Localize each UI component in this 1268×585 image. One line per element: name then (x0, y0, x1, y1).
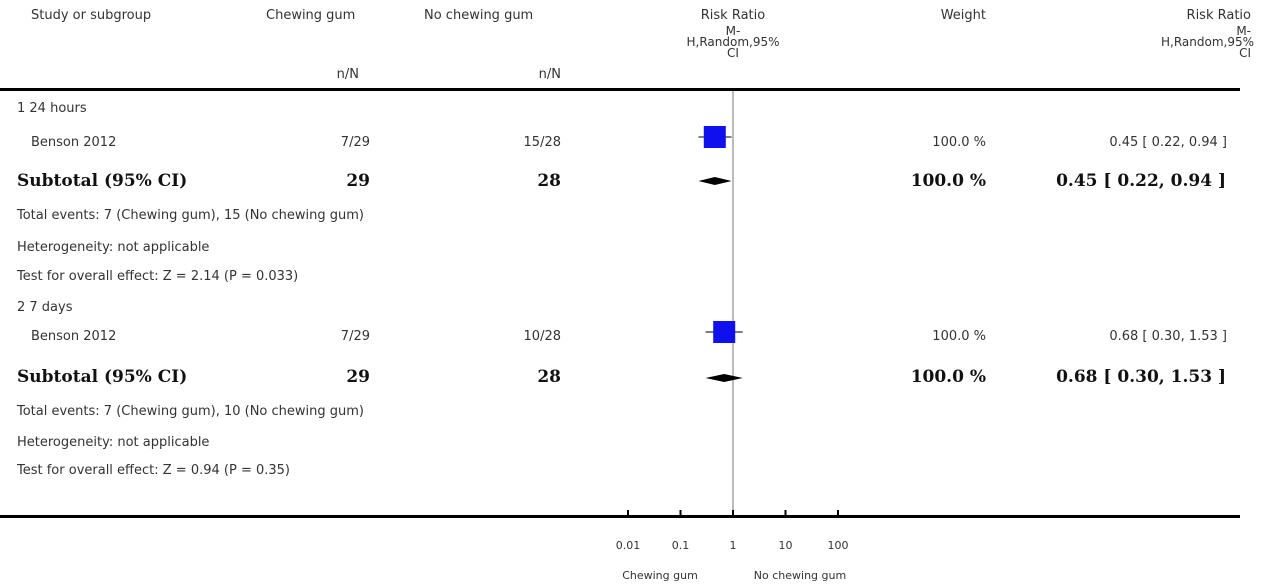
study-2-events1: 7/29 (340, 329, 370, 344)
subtotal-2-ci: 0.68 [ 0.30, 1.53 ] (1056, 367, 1226, 387)
subtotal-2-weight: 100.0 % (910, 367, 986, 387)
study-2-name: Benson 2012 (31, 329, 117, 344)
subtotal-2-diamond (705, 374, 743, 382)
footer-rule (0, 515, 1240, 518)
subtotal-1-diamond (698, 177, 732, 185)
subtotal-1-ci: 0.45 [ 0.22, 0.94 ] (1056, 171, 1226, 191)
study-1-box (703, 126, 726, 148)
subtotal-1-n1: 29 (346, 171, 370, 191)
subtotal-1-label: Subtotal (95% CI) (17, 171, 188, 191)
axis-tick-label: 0.01 (615, 539, 641, 552)
study-1-ci: 0.45 [ 0.22, 0.94 ] (1109, 135, 1227, 150)
study-1-weight: 100.0 % (932, 135, 986, 150)
subgroup-2-overall-effect: Test for overall effect: Z = 0.94 (P = 0… (17, 463, 290, 478)
subgroup-2-label: 2 7 days (17, 300, 73, 315)
study-2-ci: 0.68 [ 0.30, 1.53 ] (1109, 329, 1227, 344)
header-study: Study or subgroup (31, 8, 152, 23)
header-rr2-line3: CI (1239, 46, 1251, 60)
study-2-weight: 100.0 % (932, 329, 986, 344)
subtotal-2-n2: 28 (537, 367, 561, 387)
axis-tick-label: 10 (778, 539, 793, 552)
subgroup-1-label: 1 24 hours (17, 101, 87, 116)
subtotal-2-label: Subtotal (95% CI) (17, 367, 188, 387)
subgroup-1-overall-effect: Test for overall effect: Z = 2.14 (P = 0… (17, 269, 299, 284)
subgroup-2-total-events: Total events: 7 (Chewing gum), 10 (No ch… (17, 404, 364, 419)
subtotal-1-n2: 28 (537, 171, 561, 191)
favours-left-label: Chewing gum (622, 569, 698, 582)
study-1-events1: 7/29 (340, 135, 370, 150)
subgroup-1-total-events: Total events: 7 (Chewing gum), 15 (No ch… (17, 208, 364, 223)
study-1-name: Benson 2012 (31, 135, 117, 150)
header-rule (0, 88, 1240, 91)
header-rr2-line1: M- (1236, 24, 1251, 38)
header-rr2-title: Risk Ratio (1186, 8, 1251, 23)
header-rr-title: Risk Ratio (700, 8, 766, 23)
favours-right-label: No chewing gum (753, 569, 847, 582)
axis-tick-label: 0.1 (671, 539, 690, 552)
study-2-events2: 10/28 (523, 329, 561, 344)
subgroup-1-heterogeneity: Heterogeneity: not applicable (17, 240, 210, 255)
header-group1: Chewing gum (266, 8, 356, 23)
header-weight: Weight (940, 8, 986, 23)
header-rr2-line2: H,Random,95% (1160, 35, 1254, 49)
subtotal-2-n1: 29 (346, 367, 370, 387)
study-2-box (713, 321, 736, 343)
header-nn1: n/N (336, 67, 359, 82)
study-1-events2: 15/28 (523, 135, 561, 150)
subgroup-2-heterogeneity: Heterogeneity: not applicable (17, 435, 210, 450)
header-group2: No chewing gum (424, 8, 534, 23)
header-nn2: n/N (538, 67, 561, 82)
axis-tick-label: 100 (827, 539, 849, 552)
header-rr-line2: H,Random,95% (686, 35, 780, 49)
subtotal-1-weight: 100.0 % (910, 171, 986, 191)
axis-tick-label: 1 (729, 539, 737, 552)
header-rr-line3: CI (727, 46, 739, 60)
header-rr-line1: M- (725, 24, 741, 38)
